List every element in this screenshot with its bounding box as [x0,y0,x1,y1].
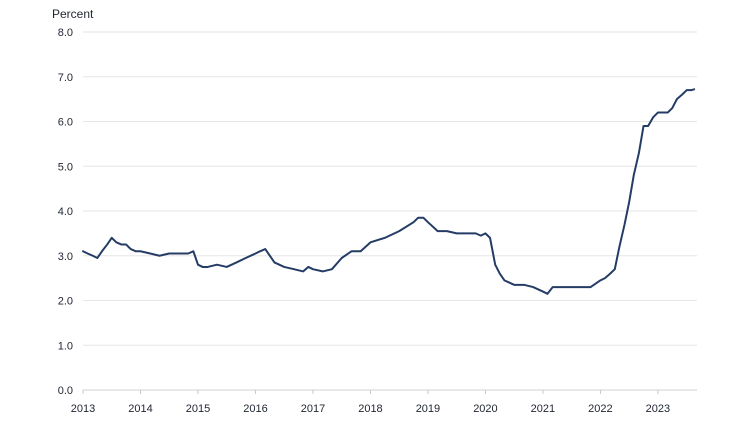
x-tick-label: 2021 [531,403,555,415]
x-tick-label: 2022 [588,403,612,415]
x-tick-label: 2019 [416,403,440,415]
x-tick-label: 2014 [128,403,152,415]
x-tick-label: 2018 [358,403,382,415]
x-tick-label: 2016 [243,403,267,415]
y-axis-tick-labels: 0.0 1.0 2.0 3.0 4.0 5.0 6.0 7.0 8.0 [58,27,73,397]
y-tick-label: 1.0 [58,340,73,352]
series-layer [82,88,696,295]
x-axis-tick-labels: 2013 2014 2015 2016 2017 2018 2019 2020 2021 2022… [71,390,670,415]
x-tick-label: 2015 [186,403,210,415]
y-tick-label: 6.0 [58,117,73,129]
x-tick-label: 2013 [71,403,95,415]
y-tick-label: 4.0 [58,206,73,218]
y-tick-label: 8.0 [58,27,73,39]
x-tick-label: 2017 [301,403,325,415]
y-tick-label: 3.0 [58,251,73,263]
x-tick-label: 2023 [646,403,670,415]
x-tick-label: 2020 [473,403,497,415]
series-line-0 [82,88,696,295]
y-tick-label: 0.0 [58,385,73,397]
gridlines [83,31,697,391]
y-tick-label: 2.0 [58,296,73,308]
y-tick-label: 7.0 [58,72,73,84]
y-tick-label: 5.0 [58,161,73,173]
y-axis-title: Percent [52,7,94,21]
